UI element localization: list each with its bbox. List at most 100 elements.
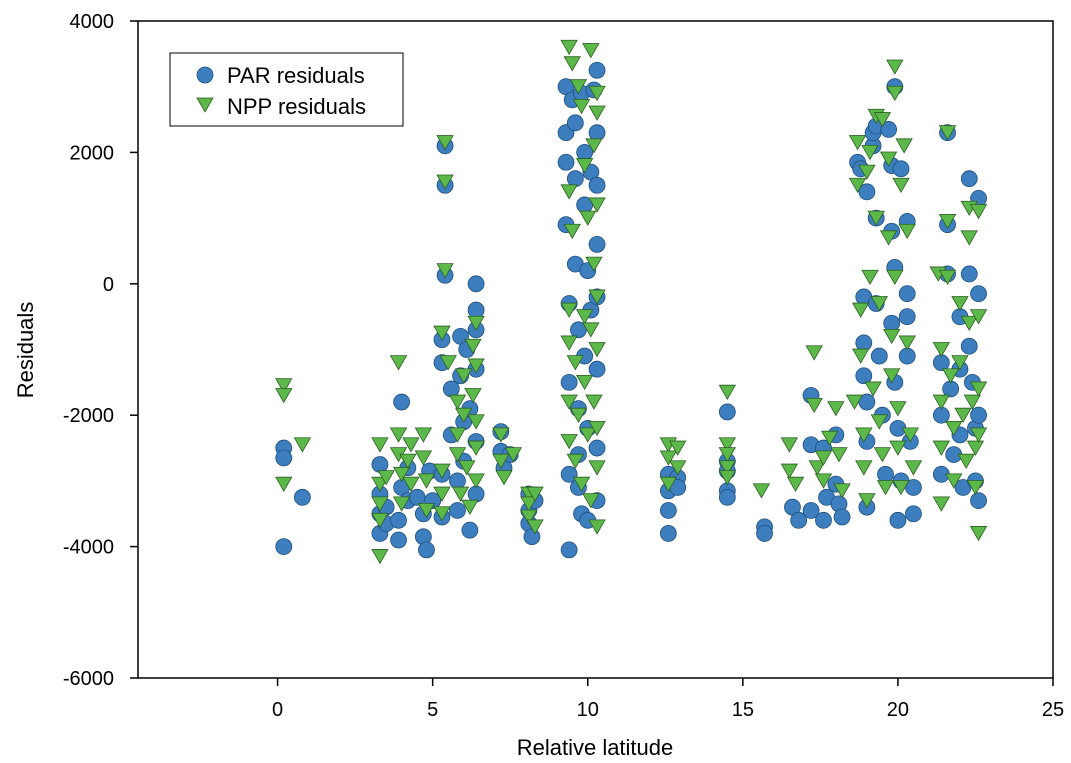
npp-residual-point (932, 440, 951, 456)
npp-residual-point (492, 453, 510, 469)
npp-residual-point (780, 437, 799, 453)
npp-residual-point (864, 381, 882, 397)
npp-residual-point (870, 414, 888, 430)
npp-residual-point (969, 381, 988, 397)
x-tick-label: 0 (272, 699, 283, 721)
x-axis-title: Relative latitude (517, 735, 674, 760)
npp-residual-point (588, 342, 606, 358)
npp-residual-point (718, 384, 737, 401)
x-axis: 0 5 10 15 20 25 (272, 678, 1064, 721)
npp-residual-point (402, 437, 420, 453)
npp-residual-point (889, 440, 907, 456)
npp-residual-point (467, 315, 485, 332)
x-tick-label: 25 (1042, 699, 1064, 721)
npp-residual-point (461, 499, 479, 515)
par-residual-point (442, 380, 460, 398)
npp-residual-point (588, 289, 606, 305)
npp-residual-point (848, 135, 867, 151)
par-residual-point (898, 308, 916, 326)
y-tick-label: -2000 (63, 405, 114, 427)
npp-residual-point (845, 394, 864, 410)
npp-residual-point (945, 473, 963, 489)
par-residual-point (566, 170, 584, 188)
npp-residual-point (966, 440, 985, 456)
npp-residual-point (852, 348, 870, 364)
npp-residual-point (448, 394, 467, 410)
par-residual-point (560, 465, 578, 483)
par-residual-point (892, 160, 910, 178)
par-residual-point (588, 176, 606, 194)
par-residual-point (588, 124, 606, 142)
npp-residual-point (275, 378, 293, 394)
par-residual-point (790, 511, 808, 529)
npp-residual-point (293, 437, 312, 453)
npp-residual-point (467, 473, 485, 489)
y-tick-label: -4000 (63, 537, 114, 559)
npp-residual-point (585, 394, 603, 410)
npp-residual-point (575, 374, 594, 391)
npp-residual-point (392, 466, 411, 483)
npp-residual-point (448, 447, 467, 463)
npp-residual-point (861, 269, 879, 286)
npp-residual-point (492, 427, 510, 443)
npp-residual-point (659, 450, 678, 466)
par-residual-point (802, 502, 820, 519)
npp-residual-point (433, 325, 451, 341)
par-residual-point (449, 472, 466, 490)
par-residual-point (756, 525, 773, 542)
npp-residual-point (526, 519, 544, 535)
par-residual-point (275, 449, 293, 467)
data-points (275, 39, 988, 565)
x-tick-label: 20 (887, 699, 909, 721)
npp-residual-point (588, 519, 606, 535)
par-residual-point (880, 121, 898, 138)
npp-residual-point (569, 79, 588, 95)
npp-residual-point (904, 460, 923, 476)
npp-residual-point (399, 453, 417, 469)
npp-residual-point (464, 388, 482, 404)
par-residual-point (393, 393, 411, 411)
npp-residual-point (433, 506, 451, 522)
npp-residual-point (938, 213, 957, 230)
npp-residual-point (433, 463, 451, 479)
npp-residual-point (718, 460, 737, 476)
npp-residual-point (969, 427, 988, 443)
npp-residual-point (560, 302, 578, 318)
y-tick-label: 0 (103, 274, 114, 296)
npp-residual-point (467, 414, 485, 430)
par-residual-point (883, 314, 901, 332)
npp-residual-point (718, 447, 737, 463)
npp-residual-point (560, 335, 578, 351)
par-residual-point (557, 153, 575, 171)
npp-residual-point (892, 480, 910, 496)
npp-residual-point (417, 473, 436, 489)
npp-residual-point (833, 483, 851, 499)
npp-residual-point (566, 355, 585, 371)
npp-residual-point (582, 493, 600, 509)
npp-residual-point (417, 503, 436, 519)
npp-residual-point (951, 355, 969, 371)
par-residual-point (560, 373, 578, 391)
legend-marker-par (196, 66, 214, 84)
npp-residual-point (960, 230, 978, 246)
par-residual-point (960, 265, 978, 283)
npp-residual-point (575, 309, 594, 325)
npp-residual-point (867, 210, 885, 226)
npp-residual-point (520, 496, 538, 512)
npp-residual-point (572, 99, 591, 115)
npp-residual-point (960, 315, 978, 332)
par-residual-point (659, 502, 677, 519)
npp-residual-point (439, 355, 457, 371)
par-residual-point (588, 61, 606, 79)
par-residual-point (870, 347, 888, 365)
par-residual-point (467, 275, 485, 293)
npp-residual-point (852, 302, 870, 318)
npp-residual-point (588, 105, 606, 121)
par-residual-point (718, 403, 736, 421)
npp-residual-point (938, 125, 957, 141)
npp-residual-point (588, 420, 606, 437)
par-residual-point (877, 465, 894, 483)
par-residual-point (833, 508, 851, 526)
npp-residual-point (275, 388, 293, 404)
npp-residual-point (389, 355, 408, 371)
